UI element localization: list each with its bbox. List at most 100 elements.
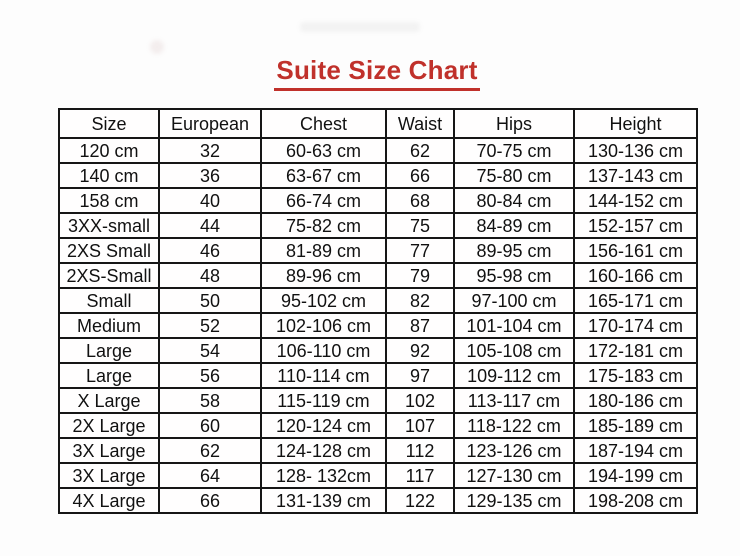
- table-cell: 50: [158, 287, 262, 314]
- table-row: 2XS-Small 48 89-96 cm 79 95-98 cm 160-166 cm: [58, 262, 698, 289]
- table-cell: 165-171 cm: [573, 287, 698, 314]
- table-cell: Large: [58, 362, 160, 389]
- table-cell: 77: [385, 237, 455, 264]
- table-cell: 122: [385, 487, 455, 514]
- table-cell: 89-96 cm: [260, 262, 387, 289]
- table-cell: 101-104 cm: [453, 312, 575, 339]
- scan-artifact-smudge: [300, 22, 420, 32]
- table-cell: 60: [158, 412, 262, 439]
- table-cell: Small: [58, 287, 160, 314]
- table-cell: 120-124 cm: [260, 412, 387, 439]
- table-cell: 58: [158, 387, 262, 414]
- table-cell: 82: [385, 287, 455, 314]
- table-row: Small 50 95-102 cm 82 97-100 cm 165-171 cm: [58, 287, 698, 314]
- table-cell: 112: [385, 437, 455, 464]
- table-cell: 62: [158, 437, 262, 464]
- table-cell: 3X Large: [58, 437, 160, 464]
- table-row: 3XX-small 44 75-82 cm 75 84-89 cm 152-157 cm: [58, 212, 698, 239]
- table-cell: 129-135 cm: [453, 487, 575, 514]
- table-row: 140 cm 36 63-67 cm 66 75-80 cm 137-143 cm: [58, 162, 698, 189]
- table-cell: 97: [385, 362, 455, 389]
- column-header-height: Height: [573, 108, 698, 139]
- table-row: 2X Large 60 120-124 cm 107 118-122 cm 185-189…: [58, 412, 698, 439]
- table-cell: 81-89 cm: [260, 237, 387, 264]
- table-body: 120 cm 32 60-63 cm 62 70-75 cm 130-136 cm 140 …: [58, 137, 698, 514]
- table-cell: 68: [385, 187, 455, 214]
- scan-artifact-smudge: [150, 40, 164, 54]
- table-cell: 2XS Small: [58, 237, 160, 264]
- table-cell: 87: [385, 312, 455, 339]
- table-cell: 79: [385, 262, 455, 289]
- table-cell: 107: [385, 412, 455, 439]
- table-cell: 44: [158, 212, 262, 239]
- column-header-hips: Hips: [453, 108, 575, 139]
- table-cell: 187-194 cm: [573, 437, 698, 464]
- table-cell: 156-161 cm: [573, 237, 698, 264]
- table-cell: 92: [385, 337, 455, 364]
- table-cell: 106-110 cm: [260, 337, 387, 364]
- table-cell: 175-183 cm: [573, 362, 698, 389]
- table-cell: 56: [158, 362, 262, 389]
- table-row: Medium 52 102-106 cm 87 101-104 cm 170-174 cm: [58, 312, 698, 339]
- column-header-european: European: [158, 108, 262, 139]
- table-cell: 62: [385, 137, 455, 164]
- table-cell: 160-166 cm: [573, 262, 698, 289]
- table-cell: 123-126 cm: [453, 437, 575, 464]
- table-cell: Large: [58, 337, 160, 364]
- page-title: Suite Size Chart: [274, 56, 480, 91]
- table-cell: 140 cm: [58, 162, 160, 189]
- table-cell: 52: [158, 312, 262, 339]
- table-row: Large 54 106-110 cm 92 105-108 cm 172-181 cm: [58, 337, 698, 364]
- table-cell: 170-174 cm: [573, 312, 698, 339]
- table-row: 4X Large 66 131-139 cm 122 129-135 cm 198-208…: [58, 487, 698, 514]
- table-cell: 46: [158, 237, 262, 264]
- table-cell: 158 cm: [58, 187, 160, 214]
- table-cell: 75-80 cm: [453, 162, 575, 189]
- table-cell: 130-136 cm: [573, 137, 698, 164]
- table-cell: 102-106 cm: [260, 312, 387, 339]
- column-header-chest: Chest: [260, 108, 387, 139]
- table-cell: 64: [158, 462, 262, 489]
- table-cell: 2XS-Small: [58, 262, 160, 289]
- table-cell: 198-208 cm: [573, 487, 698, 514]
- table-cell: 4X Large: [58, 487, 160, 514]
- table-cell: 75-82 cm: [260, 212, 387, 239]
- table-cell: 117: [385, 462, 455, 489]
- table-header: Size European Chest Waist Hips Height: [58, 108, 698, 139]
- table-row: 158 cm 40 66-74 cm 68 80-84 cm 144-152 cm: [58, 187, 698, 214]
- table-cell: 144-152 cm: [573, 187, 698, 214]
- table-cell: 152-157 cm: [573, 212, 698, 239]
- table-row: 3X Large 64 128- 132cm 117 127-130 cm 194-199…: [58, 462, 698, 489]
- table-cell: Medium: [58, 312, 160, 339]
- table-cell: 124-128 cm: [260, 437, 387, 464]
- table-cell: 95-98 cm: [453, 262, 575, 289]
- table-cell: 66-74 cm: [260, 187, 387, 214]
- table-cell: 109-112 cm: [453, 362, 575, 389]
- table-row: X Large 58 115-119 cm 102 113-117 cm 180-186 …: [58, 387, 698, 414]
- table-cell: 36: [158, 162, 262, 189]
- table-cell: 80-84 cm: [453, 187, 575, 214]
- table-cell: 70-75 cm: [453, 137, 575, 164]
- table-cell: 3XX-small: [58, 212, 160, 239]
- table-cell: 32: [158, 137, 262, 164]
- table-cell: 118-122 cm: [453, 412, 575, 439]
- column-header-size: Size: [58, 108, 160, 139]
- table-row: 3X Large 62 124-128 cm 112 123-126 cm 187-194…: [58, 437, 698, 464]
- table-cell: 102: [385, 387, 455, 414]
- table-cell: 172-181 cm: [573, 337, 698, 364]
- table-cell: 48: [158, 262, 262, 289]
- header-row: Size European Chest Waist Hips Height: [58, 108, 698, 139]
- table-cell: 97-100 cm: [453, 287, 575, 314]
- table-cell: 63-67 cm: [260, 162, 387, 189]
- table-cell: 128- 132cm: [260, 462, 387, 489]
- table-cell: 120 cm: [58, 137, 160, 164]
- table-cell: 60-63 cm: [260, 137, 387, 164]
- table-cell: 66: [158, 487, 262, 514]
- table-cell: 194-199 cm: [573, 462, 698, 489]
- table-cell: X Large: [58, 387, 160, 414]
- table-cell: 137-143 cm: [573, 162, 698, 189]
- table-cell: 2X Large: [58, 412, 160, 439]
- table-cell: 54: [158, 337, 262, 364]
- table-cell: 180-186 cm: [573, 387, 698, 414]
- table-cell: 113-117 cm: [453, 387, 575, 414]
